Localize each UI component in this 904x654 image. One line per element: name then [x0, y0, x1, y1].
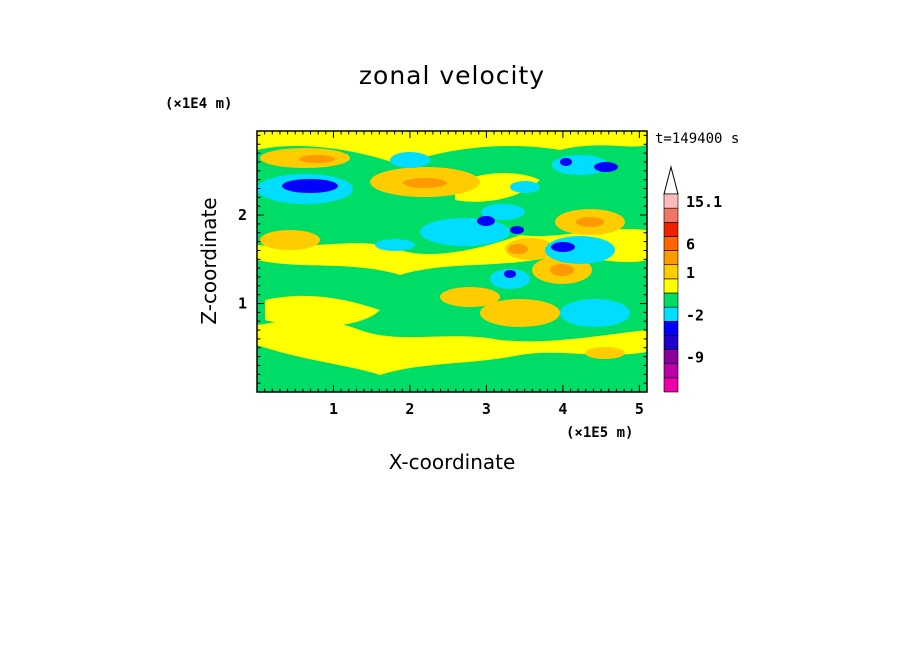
contour-dark-orange-e	[576, 217, 604, 227]
contour-green-lower	[257, 345, 647, 392]
colorbar: -9 -2 1 6 15.1	[663, 165, 722, 393]
y-axis-label: Z-coordinate	[197, 197, 221, 324]
colorbar-swatch	[663, 306, 679, 322]
colorbar-label: -9	[686, 349, 704, 367]
contour-dark-orange-c	[508, 244, 528, 254]
contour-green-upper	[257, 145, 647, 255]
colorbar-swatch	[663, 335, 679, 350]
contour-blue-a	[282, 179, 338, 193]
plot-frame	[256, 130, 648, 393]
colorbar-swatch	[663, 363, 679, 379]
colorbar-swatch	[663, 292, 679, 308]
y-tick-label: 1	[238, 295, 247, 313]
contour-dark-orange-b	[403, 178, 447, 188]
x-tick-label: 5	[635, 400, 644, 418]
contour-orange-i	[585, 347, 625, 359]
contour-dark-orange-a	[299, 155, 335, 163]
contour-cyan-c	[420, 218, 510, 246]
contour-cyan-d	[375, 239, 415, 251]
contour-orange-c	[505, 238, 555, 260]
colorbar-swatch	[663, 250, 679, 266]
x-tick-label: 2	[405, 400, 414, 418]
contour-cyan-j	[481, 204, 525, 220]
colorbar-swatch	[663, 193, 679, 209]
colorbar-top-arrow	[663, 165, 679, 195]
contour-orange-f	[480, 299, 560, 327]
y-tick-label: 2	[238, 206, 247, 224]
contour-yellow-left	[265, 295, 380, 327]
contour-cyan-i	[510, 181, 540, 193]
colorbar-swatch	[663, 221, 679, 237]
time-label: t=149400 s	[655, 131, 739, 147]
contour-cyan-f	[560, 299, 630, 327]
chart-title: zonal velocity	[359, 61, 545, 90]
contour-cyan-g	[490, 269, 530, 289]
colorbar-label: 6	[686, 236, 695, 254]
colorbar-swatch	[663, 278, 679, 294]
contour-orange-g	[440, 287, 500, 307]
contour-blue-c	[510, 226, 524, 234]
x-multiplier-label: (×1E5 m)	[566, 425, 633, 441]
contour-field	[257, 131, 647, 392]
x-tick-label: 4	[558, 400, 567, 418]
contour-dark-orange-d	[550, 264, 574, 276]
colorbar-swatch	[663, 207, 679, 223]
x-tick-label: 3	[482, 400, 491, 418]
x-tick-label: 1	[329, 400, 338, 418]
y-multiplier-label: (×1E4 m)	[165, 96, 232, 112]
colorbar-swatch	[663, 320, 679, 336]
y-axis-ticks: 12	[238, 134, 647, 384]
contour-blue-d	[551, 242, 575, 252]
colorbar-swatch	[663, 264, 679, 280]
x-axis-ticks: 1 2 3 4 5	[264, 131, 648, 418]
contour-blue-f	[594, 162, 618, 172]
colorbar-label: 1	[686, 264, 695, 282]
contour-yellow-bottom	[400, 340, 500, 363]
colorbar-swatch	[663, 349, 679, 365]
colorbar-label: -2	[686, 306, 704, 324]
colorbar-swatch	[663, 236, 679, 251]
contour-cyan-b	[390, 152, 430, 168]
colorbar-label: 15.1	[686, 193, 722, 211]
contour-orange-h	[260, 230, 320, 250]
x-axis-label: X-coordinate	[389, 450, 516, 474]
contour-blue-b	[477, 216, 495, 226]
contour-blue-e	[560, 158, 572, 166]
contour-blue-g	[504, 270, 516, 278]
colorbar-swatch	[663, 377, 679, 393]
